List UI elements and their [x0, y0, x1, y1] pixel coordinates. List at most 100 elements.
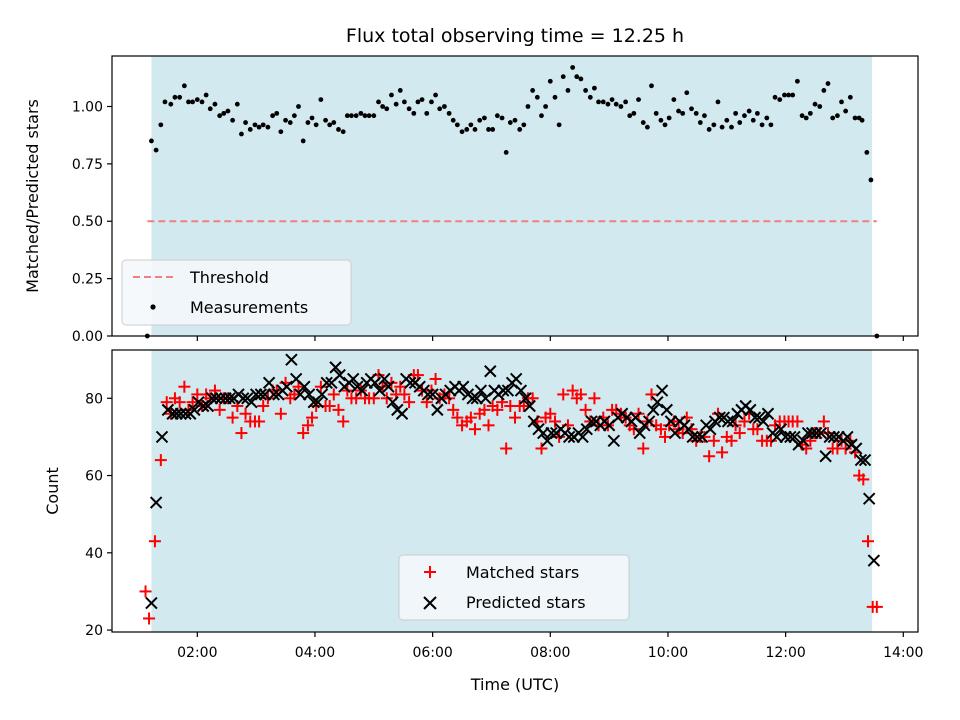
measurement-point [825, 81, 831, 86]
measurement-point [583, 88, 588, 93]
bottom-y-tick-label: 60 [85, 469, 103, 485]
predicted-star-point [655, 384, 669, 397]
measurement-point [868, 177, 874, 183]
predicted-star-point [145, 596, 158, 610]
matched-star-point [288, 388, 301, 401]
measurement-point [459, 129, 465, 135]
measurement-point [181, 83, 187, 89]
measurement-point [494, 113, 500, 119]
predicted-star-point [664, 415, 678, 428]
measurement-point [376, 99, 381, 105]
measurement-point [153, 147, 159, 153]
predicted-star-point [209, 392, 223, 405]
predicted-star-point [841, 430, 854, 444]
matched-star-point [464, 411, 477, 424]
matched-star-point [738, 415, 751, 428]
predicted-star-point [149, 496, 163, 509]
measurement-point [323, 117, 328, 123]
measurement-point [592, 85, 597, 91]
predicted-star-point [810, 426, 823, 440]
measurement-point [525, 104, 531, 109]
measurement-point [353, 113, 359, 119]
predicted-star-point [484, 365, 497, 378]
top-y-tick-label: 0.00 [72, 329, 103, 345]
measurement-point [366, 113, 372, 119]
measurement-point [719, 124, 725, 130]
predicted-star-point [580, 422, 593, 436]
matched-star-point [337, 415, 350, 428]
matched-star-point [645, 388, 658, 401]
bottom-x-tick-label: 12:00 [765, 645, 805, 661]
predicted-star-point [823, 430, 836, 444]
matched-star-point [274, 407, 287, 420]
measurement-point [424, 110, 430, 116]
measurement-point [600, 99, 606, 105]
matched-star-point [468, 423, 481, 436]
predicted-star-point [509, 372, 523, 386]
measurement-point [605, 101, 611, 107]
matched-star-point [314, 380, 327, 393]
matched-star-point [327, 388, 340, 401]
measurement-point [419, 97, 425, 103]
predicted-star-point [660, 403, 673, 417]
measurement-point [194, 97, 200, 103]
matched-star-point [403, 396, 416, 409]
top-y-tick-label: 1.00 [72, 99, 103, 115]
predicted-star-point [254, 388, 268, 401]
predicted-star-point [501, 384, 515, 397]
bottom-x-tick-label: 02:00 [177, 645, 217, 661]
measurement-point [552, 94, 558, 100]
threshold-legend-label: Threshold [189, 268, 269, 287]
measurement-point [415, 99, 421, 105]
predicted-star-point [285, 353, 298, 366]
predicted-star-point [315, 388, 329, 401]
top-axes-frame [111, 55, 919, 337]
top-x-ticks [196, 336, 904, 341]
measurement-point [344, 113, 350, 119]
predicted-star-point [474, 384, 488, 397]
bottom-y-ticks: 20 40 60 80 [85, 391, 112, 639]
predicted-star-point [205, 392, 219, 405]
matched-star-point [676, 427, 689, 440]
measurement-point [362, 113, 368, 119]
predicted-star-point [576, 430, 589, 444]
measurement-point [300, 138, 306, 144]
predicted-star-point [378, 372, 391, 386]
measurement-point [817, 104, 823, 109]
measurement-point [380, 104, 386, 109]
predicted-star-point [179, 407, 192, 420]
measurement-point [486, 127, 491, 132]
measurement-point [234, 101, 240, 107]
predicted-star-point [188, 403, 201, 417]
measurement-point [512, 117, 518, 123]
measurement-point [477, 117, 483, 123]
predicted-star-point [355, 384, 369, 397]
matched-star-point [698, 430, 711, 443]
measurement-point [724, 117, 730, 123]
bottom-y-tick-label: 20 [85, 623, 103, 639]
measurement-point [631, 110, 637, 116]
matched-star-point [253, 415, 266, 428]
predicted-star-point [691, 430, 704, 444]
measurement-point [706, 127, 712, 132]
measurement-point [864, 149, 870, 155]
measurement-point [618, 104, 624, 109]
matched-star-point [751, 423, 764, 436]
measurement-point [556, 122, 562, 128]
measurement-point [666, 115, 672, 121]
predicted-star-point [249, 388, 263, 401]
measurement-point [689, 106, 694, 112]
measurement-point [764, 115, 770, 121]
bottom-x-tick-label: 08:00 [530, 645, 570, 661]
matched-star-point [574, 388, 587, 401]
measurement-point [737, 120, 743, 125]
measurement-point [640, 120, 646, 125]
predicted-star-point [514, 384, 528, 397]
top-legend: Threshold Measurements [121, 259, 352, 326]
predicted-star-point [607, 434, 621, 447]
predicted-star-point [527, 415, 541, 428]
measurement-point [821, 88, 827, 93]
matched-star-point [821, 427, 834, 440]
measurement-point [534, 94, 540, 100]
measurement-point [807, 110, 813, 116]
